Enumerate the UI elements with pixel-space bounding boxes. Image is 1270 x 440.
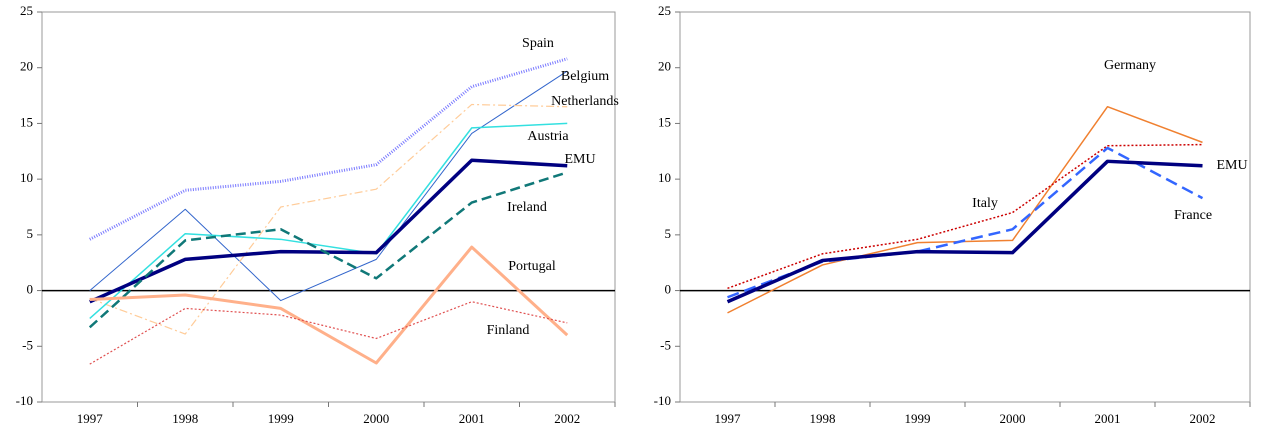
y-tick-label: 0 [27,282,34,297]
x-tick-label: 1997 [715,411,742,426]
plot-frame [679,11,1251,403]
series-label: Germany [1104,58,1156,73]
series-line [727,146,1204,299]
y-tick-label: 5 [27,226,34,241]
y-tick-label: 10 [20,170,33,185]
series-label: Finland [487,323,530,338]
y-tick-label: 15 [658,114,671,129]
series-line [89,70,568,302]
y-tick-label: 25 [20,3,33,18]
y-tick-label: 25 [658,3,671,18]
series-line [89,158,568,304]
series-line [89,245,569,365]
x-tick-label: 2000 [1000,411,1026,426]
series-label: Austria [527,129,569,144]
y-tick-label: 5 [665,226,672,241]
y-tick-label: -5 [660,337,671,352]
series-line [88,171,568,329]
series-line [727,105,1203,314]
x-tick-label: 1998 [810,411,836,426]
x-tick-label: 1999 [905,411,931,426]
series-line [89,301,568,365]
y-tick-label: 20 [20,59,33,74]
x-tick-label: 2001 [459,411,485,426]
series-line [89,122,568,319]
y-tick-label: 15 [20,114,33,129]
y-tick-label: 10 [658,170,671,185]
series-label: Portugal [508,259,556,274]
x-tick-label: 2001 [1095,411,1121,426]
x-tick-label: 1999 [268,411,294,426]
series-label: Ireland [507,200,547,215]
y-tick-label: -10 [16,393,33,408]
series-label: EMU [564,152,595,167]
series-line [726,159,1203,304]
y-tick-label: -5 [22,337,33,352]
y-tick-label: 0 [665,282,672,297]
y-tick-label: -10 [654,393,671,408]
series-label: France [1174,208,1212,223]
x-tick-label: 2000 [363,411,389,426]
series-label: Italy [972,196,998,211]
series-label: EMU [1216,158,1247,173]
x-tick-label: 1997 [77,411,104,426]
series-line [727,143,1203,290]
series-label: Netherlands [551,94,619,109]
y-tick-label: 20 [658,59,671,74]
x-tick-label: 1998 [172,411,198,426]
series-label: Spain [522,36,554,51]
series-label: Belgium [561,69,609,84]
x-tick-label: 2002 [1190,411,1216,426]
x-tick-label: 2002 [554,411,580,426]
series-line [89,103,568,335]
series-line [89,57,568,241]
